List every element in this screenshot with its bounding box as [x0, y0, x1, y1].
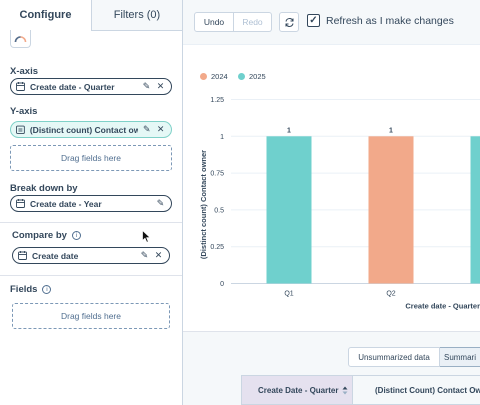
edit-pencil-icon[interactable]: ✎ [156, 198, 165, 208]
x-axis-field-name: Create date - Quarter [30, 81, 115, 92]
chart-workspace: Undo Redo ✓ Refresh as I make changes 20… [183, 0, 480, 405]
y-tick-label: 0.75 [210, 171, 224, 178]
edit-pencil-icon[interactable]: ✎ [140, 250, 149, 260]
refresh-icon [285, 17, 293, 27]
unsummarized-data-button[interactable]: Unsummarized data [348, 347, 440, 367]
chart-type-icon [14, 36, 27, 43]
y-axis-field-name: (Distinct count) Contact ow [29, 124, 139, 135]
x-tick-label: Q1 [284, 291, 293, 298]
section-divider [0, 275, 182, 276]
bar-2025-Q3 [470, 136, 480, 284]
remove-x-icon[interactable]: ✕ [156, 124, 165, 134]
tab-filters[interactable]: Filters (0) [91, 0, 182, 31]
info-icon[interactable]: i [42, 285, 52, 294]
table-header-contact-owner[interactable]: (Distinct Count) Contact Own [353, 375, 480, 405]
number-field-icon [16, 125, 25, 134]
edit-pencil-icon[interactable]: ✎ [143, 124, 151, 134]
redo-button[interactable]: Redo [234, 12, 272, 32]
edit-pencil-icon[interactable]: ✎ [142, 81, 151, 91]
x-axis-title: Create date - Quarter [405, 302, 480, 311]
break-down-field-pill[interactable]: Create date - Year ✎ [10, 195, 172, 212]
refresh-button[interactable] [279, 12, 299, 32]
section-divider [0, 222, 182, 223]
remove-x-icon[interactable]: ✕ [156, 81, 165, 91]
legend-label-2025: 2025 [249, 72, 266, 81]
panel-tabs: Configure Filters (0) [0, 0, 182, 31]
compare-by-text: Compare by [12, 230, 67, 241]
undo-button[interactable]: Undo [194, 12, 234, 32]
date-field-icon [16, 82, 25, 91]
x-tick-label: Q2 [386, 291, 395, 298]
fields-dropzone[interactable]: Drag fields here [12, 303, 170, 329]
x-axis-field-pill[interactable]: Create date - Quarter ✎ ✕ [10, 78, 172, 95]
y-axis-label: Y-axis [10, 106, 38, 117]
data-label: 1 [389, 127, 393, 134]
compare-by-field-name: Create date [32, 250, 79, 261]
y-tick-label: 0.25 [210, 244, 224, 251]
table-header-create-date[interactable]: Create Date - Quarter [241, 375, 353, 405]
bar-chart: 0 0.25 0.5 0.75 1 1.25 1 Q1 1 Q2 Create date - Qua… [199, 97, 480, 311]
tab-configure[interactable]: Configure [0, 0, 91, 31]
refresh-checkbox[interactable]: ✓ [307, 14, 320, 27]
y-axis-dropzone[interactable]: Drag fields here [10, 145, 172, 171]
compare-by-label: Compare by i [12, 230, 81, 241]
chart-type-button[interactable] [10, 30, 31, 48]
legend-swatch-2025 [238, 73, 245, 80]
break-down-label: Break down by [10, 183, 78, 194]
configure-panel: Configure Filters (0) X-axis Create date… [0, 0, 183, 405]
legend-item-2024[interactable]: 2024 [200, 72, 228, 81]
summarized-data-button[interactable]: Summari [440, 347, 480, 367]
table-header-label: (Distinct Count) Contact Own [375, 385, 480, 395]
break-down-field-name: Create date - Year [30, 198, 102, 209]
y-axis-field-pill[interactable]: (Distinct count) Contact ow ✎ ✕ [10, 121, 172, 138]
y-tick-label: 0 [220, 281, 224, 288]
refresh-checkbox-label[interactable]: Refresh as I make changes [326, 15, 454, 27]
table-header-label: Create Date - Quarter [258, 385, 339, 395]
remove-x-icon[interactable]: ✕ [154, 250, 163, 260]
sort-icon [342, 386, 348, 394]
y-axis-title: (Distinct count) Contact owner [199, 150, 208, 259]
legend-item-2025[interactable]: 2025 [238, 72, 266, 81]
data-label: 1 [287, 127, 291, 134]
info-icon[interactable]: i [71, 231, 81, 240]
fields-label: Fields i [10, 284, 52, 295]
y-tick-label: 0.5 [214, 207, 224, 214]
legend-swatch-2024 [200, 73, 207, 80]
bar-2024-Q2 [368, 136, 414, 284]
y-tick-label: 1 [220, 134, 224, 141]
fields-text: Fields [10, 284, 38, 295]
checkmark-icon: ✓ [309, 15, 318, 26]
x-axis-label: X-axis [10, 66, 38, 77]
mouse-cursor-icon [142, 230, 151, 243]
date-field-icon [18, 251, 27, 260]
y-tick-label: 1.25 [210, 97, 224, 104]
bar-2025-Q1 [266, 136, 312, 284]
compare-by-field-pill[interactable]: Create date ✎ ✕ [12, 247, 170, 264]
legend-label-2024: 2024 [211, 72, 228, 81]
date-field-icon [16, 199, 25, 208]
